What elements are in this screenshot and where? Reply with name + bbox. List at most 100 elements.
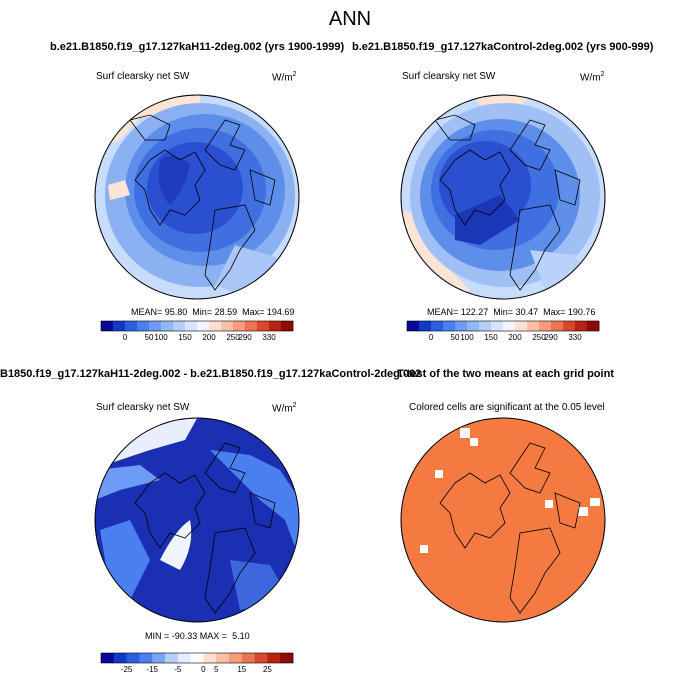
colorbar-swatch: [431, 321, 444, 331]
colorbar-swatch: [503, 321, 516, 331]
colorbar-swatch: [515, 321, 528, 331]
colorbar-swatch: [101, 321, 114, 331]
colorbar-tick-label: -5: [174, 665, 182, 674]
colorbar-tick-label: 290: [238, 333, 252, 342]
colorbar-tick-label: 100: [154, 333, 168, 342]
panel3-colorbar: -25 -15 -5 0 5 15 25: [100, 652, 294, 674]
colorbar-swatch: [101, 653, 115, 663]
colorbar-tick-label: 200: [202, 333, 216, 342]
left-case-title: b.e21.B1850.f19_g17.127kaH11-2deg.002 (y…: [50, 41, 345, 53]
colorbar-swatch: [254, 653, 268, 663]
panel3-coastlines: [134, 442, 276, 614]
panel4-coastlines: [439, 442, 581, 614]
colorbar-tick-label: 150: [178, 333, 192, 342]
colorbar-swatch: [125, 321, 138, 331]
panel4-map: [401, 418, 605, 622]
colorbar-swatch: [233, 321, 246, 331]
colorbar-swatch: [527, 321, 540, 331]
panel3-map-border: [94, 417, 300, 623]
colorbar-outline: [100, 652, 294, 664]
panel1-variable-title: Surf clearsky net SW: [96, 71, 190, 82]
colorbar-tick-label: 50: [451, 333, 460, 342]
colorbar-tick-label: 50: [145, 333, 154, 342]
colorbar-swatch: [443, 321, 456, 331]
ttest-title: T-test of the two means at each grid poi…: [397, 368, 614, 380]
colorbar-swatch: [229, 653, 243, 663]
panel2-stats: MEAN= 122.27 Min= 30.47 Max= 190.76: [427, 307, 596, 317]
colorbar-swatch: [257, 321, 270, 331]
panel2-coastlines: [434, 114, 581, 291]
colorbar-tick-label: 330: [568, 333, 582, 342]
colorbar-tick-label: -25: [121, 665, 133, 674]
panel2-variable-title: Surf clearsky net SW: [402, 71, 496, 82]
panel1-units: W/m2: [272, 71, 297, 84]
panel3-variable-title: Surf clearsky net SW: [96, 402, 190, 413]
colorbar-swatch: [177, 653, 191, 663]
colorbar-swatch: [281, 321, 294, 331]
colorbar-tick-label: 200: [508, 333, 522, 342]
colorbar-tick-label: -15: [146, 665, 158, 674]
colorbar-swatch: [221, 321, 234, 331]
colorbar-swatch: [539, 321, 552, 331]
colorbar-swatch: [137, 321, 150, 331]
right-case-title: b.e21.B1850.f19_g17.127kaControl-2deg.00…: [352, 41, 654, 53]
colorbar-tick-label: 290: [544, 333, 558, 342]
colorbar-swatch: [152, 653, 166, 663]
colorbar-swatch: [161, 321, 174, 331]
colorbar-tick-label: 0: [201, 665, 206, 674]
panel1-map: [95, 95, 299, 299]
colorbar-swatch: [419, 321, 432, 331]
colorbar-swatch: [587, 321, 600, 331]
panel1-coastlines: [129, 114, 276, 291]
difference-title: B1850.f19_g17.127kaH11-2deg.002 - b.e21.…: [0, 368, 422, 380]
colorbar-swatch: [165, 653, 179, 663]
colorbar-tick-label: 5: [214, 665, 219, 674]
colorbar-swatch: [139, 653, 153, 663]
colorbar-swatch: [467, 321, 480, 331]
figure-title: ANN: [328, 8, 372, 30]
panel1-stats: MEAN= 95.80 Min= 28.59 Max= 194.69: [131, 307, 295, 317]
colorbar-tick-label: 150: [484, 333, 498, 342]
panel2-units: W/m2: [580, 71, 605, 84]
colorbar-swatch: [209, 321, 222, 331]
colorbar-tick-label: 250: [532, 333, 546, 342]
colorbar-outline: [100, 320, 294, 332]
colorbar-swatch: [126, 653, 140, 663]
colorbar-swatch: [245, 321, 258, 331]
panel1-map-border: [94, 94, 300, 300]
colorbar-swatch: [269, 321, 282, 331]
panel3-stats: MIN = -90.33 MAX = 5.10: [145, 631, 250, 641]
colorbar-swatch: [479, 321, 492, 331]
colorbar-swatch: [280, 653, 294, 663]
colorbar-tick-label: 25: [263, 665, 272, 674]
colorbar-tick-label: 330: [262, 333, 276, 342]
colorbar-tick-label: 15: [237, 665, 246, 674]
colorbar-tick-label: 0: [123, 333, 128, 342]
colorbar-swatch: [563, 321, 576, 331]
colorbar-swatch: [149, 321, 162, 331]
colorbar-swatch: [113, 321, 126, 331]
panel3-units: W/m2: [272, 402, 297, 415]
colorbar-swatch: [173, 321, 186, 331]
colorbar-swatch: [407, 321, 420, 331]
colorbar-swatch: [113, 653, 127, 663]
colorbar-swatch: [455, 321, 468, 331]
colorbar-swatch: [203, 653, 217, 663]
panel4-map-border: [400, 417, 606, 623]
panel4-significance-note: Colored cells are significant at the 0.0…: [409, 402, 605, 413]
colorbar-swatch: [575, 321, 588, 331]
colorbar-swatch: [551, 321, 564, 331]
colorbar-tick-label: 100: [460, 333, 474, 342]
colorbar-swatch: [491, 321, 504, 331]
colorbar-swatch: [190, 653, 204, 663]
colorbar-tick-label: 250: [226, 333, 240, 342]
colorbar-swatch: [216, 653, 230, 663]
panel3-map: [95, 418, 299, 622]
colorbar-swatch: [197, 321, 210, 331]
colorbar-outline: [406, 320, 600, 332]
panel2-map: [401, 95, 605, 299]
panel2-map-border: [400, 94, 606, 300]
